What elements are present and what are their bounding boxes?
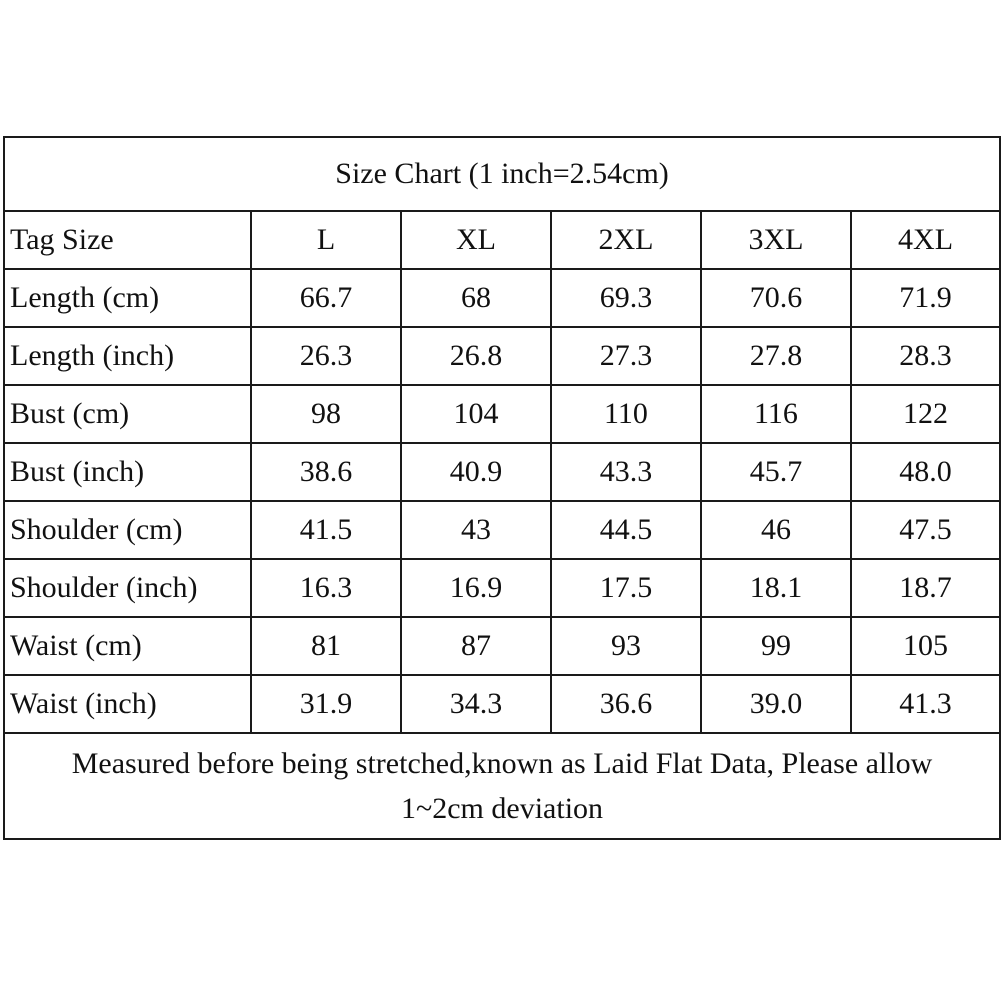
size-chart-body: Size Chart (1 inch=2.54cm) Tag Size L XL…	[2, 136, 1001, 840]
measurement-value: 28.3	[849, 326, 1001, 386]
measurement-value: 39.0	[700, 674, 852, 734]
measurement-row: Bust (cm) 98 104 110 116 122	[3, 384, 1001, 444]
measurement-row: Length (cm) 66.7 68 69.3 70.6 71.9	[3, 268, 1001, 328]
size-chart-title: Size Chart (1 inch=2.54cm)	[2, 136, 1001, 212]
measurement-value: 16.3	[250, 558, 402, 618]
measurement-value: 34.3	[400, 674, 552, 734]
measurement-value: 122	[849, 384, 1001, 444]
measurement-value: 41.5	[250, 500, 402, 560]
measurement-row: Bust (inch) 38.6 40.9 43.3 45.7 48.0	[3, 442, 1001, 502]
measurement-value: 116	[700, 384, 852, 444]
measurement-note-line-2: 1~2cm deviation	[401, 792, 604, 825]
size-header-xl: XL	[400, 210, 552, 270]
measurement-value: 66.7	[250, 268, 402, 328]
measurement-label: Bust (inch)	[3, 442, 252, 502]
measurement-value: 93	[550, 616, 702, 676]
measurement-value: 36.6	[550, 674, 702, 734]
measurement-value: 26.3	[250, 326, 402, 386]
size-header-4xl: 4XL	[849, 210, 1001, 270]
measurement-row: Waist (inch) 31.9 34.3 36.6 39.0 41.3	[3, 674, 1001, 734]
measurement-value: 87	[400, 616, 552, 676]
measurement-row: Shoulder (cm) 41.5 43 44.5 46 47.5	[3, 500, 1001, 560]
measurement-note-line-1: Measured before being stretched,known as…	[71, 747, 933, 780]
measurement-value: 18.7	[849, 558, 1001, 618]
measurement-value: 27.3	[550, 326, 702, 386]
measurement-value: 41.3	[849, 674, 1001, 734]
measurement-value: 43	[400, 500, 552, 560]
tag-size-label: Tag Size	[3, 210, 252, 270]
title-row: Size Chart (1 inch=2.54cm)	[2, 136, 1001, 212]
header-row: Tag Size L XL 2XL 3XL 4XL	[3, 210, 1001, 270]
measurement-value: 99	[700, 616, 852, 676]
measurement-value: 69.3	[550, 268, 702, 328]
measurement-value: 68	[400, 268, 552, 328]
measurement-label: Waist (inch)	[3, 674, 252, 734]
measurement-value: 48.0	[849, 442, 1001, 502]
size-header-3xl: 3XL	[700, 210, 852, 270]
measurement-value: 44.5	[550, 500, 702, 560]
measurement-value: 81	[250, 616, 402, 676]
measurement-value: 70.6	[700, 268, 852, 328]
measurement-row: Waist (cm) 81 87 93 99 105	[3, 616, 1001, 676]
measurement-value: 45.7	[700, 442, 852, 502]
size-chart-table: Size Chart (1 inch=2.54cm) Tag Size L XL…	[2, 136, 1001, 840]
note-row: Measured before being stretched,known as…	[2, 732, 1001, 840]
measurement-row: Shoulder (inch) 16.3 16.9 17.5 18.1 18.7	[3, 558, 1001, 618]
measurement-value: 16.9	[400, 558, 552, 618]
measurement-value: 26.8	[400, 326, 552, 386]
measurement-value: 47.5	[849, 500, 1001, 560]
measurement-value: 38.6	[250, 442, 402, 502]
measurement-row: Length (inch) 26.3 26.8 27.3 27.8 28.3	[3, 326, 1001, 386]
measurement-label: Shoulder (inch)	[3, 558, 252, 618]
measurement-value: 40.9	[400, 442, 552, 502]
measurement-value: 18.1	[700, 558, 852, 618]
measurement-label: Shoulder (cm)	[3, 500, 252, 560]
measurement-value: 17.5	[550, 558, 702, 618]
measurement-value: 43.3	[550, 442, 702, 502]
measurement-label: Length (inch)	[3, 326, 252, 386]
measurement-value: 110	[550, 384, 702, 444]
measurement-note: Measured before being stretched,known as…	[2, 732, 1001, 840]
measurement-value: 71.9	[849, 268, 1001, 328]
measurement-value: 46	[700, 500, 852, 560]
measurement-value: 98	[250, 384, 402, 444]
size-header-2xl: 2XL	[550, 210, 702, 270]
measurement-label: Length (cm)	[3, 268, 252, 328]
size-header-l: L	[250, 210, 402, 270]
measurement-value: 27.8	[700, 326, 852, 386]
measurement-label: Waist (cm)	[3, 616, 252, 676]
measurement-value: 104	[400, 384, 552, 444]
measurement-value: 31.9	[250, 674, 402, 734]
measurement-label: Bust (cm)	[3, 384, 252, 444]
measurement-value: 105	[849, 616, 1001, 676]
